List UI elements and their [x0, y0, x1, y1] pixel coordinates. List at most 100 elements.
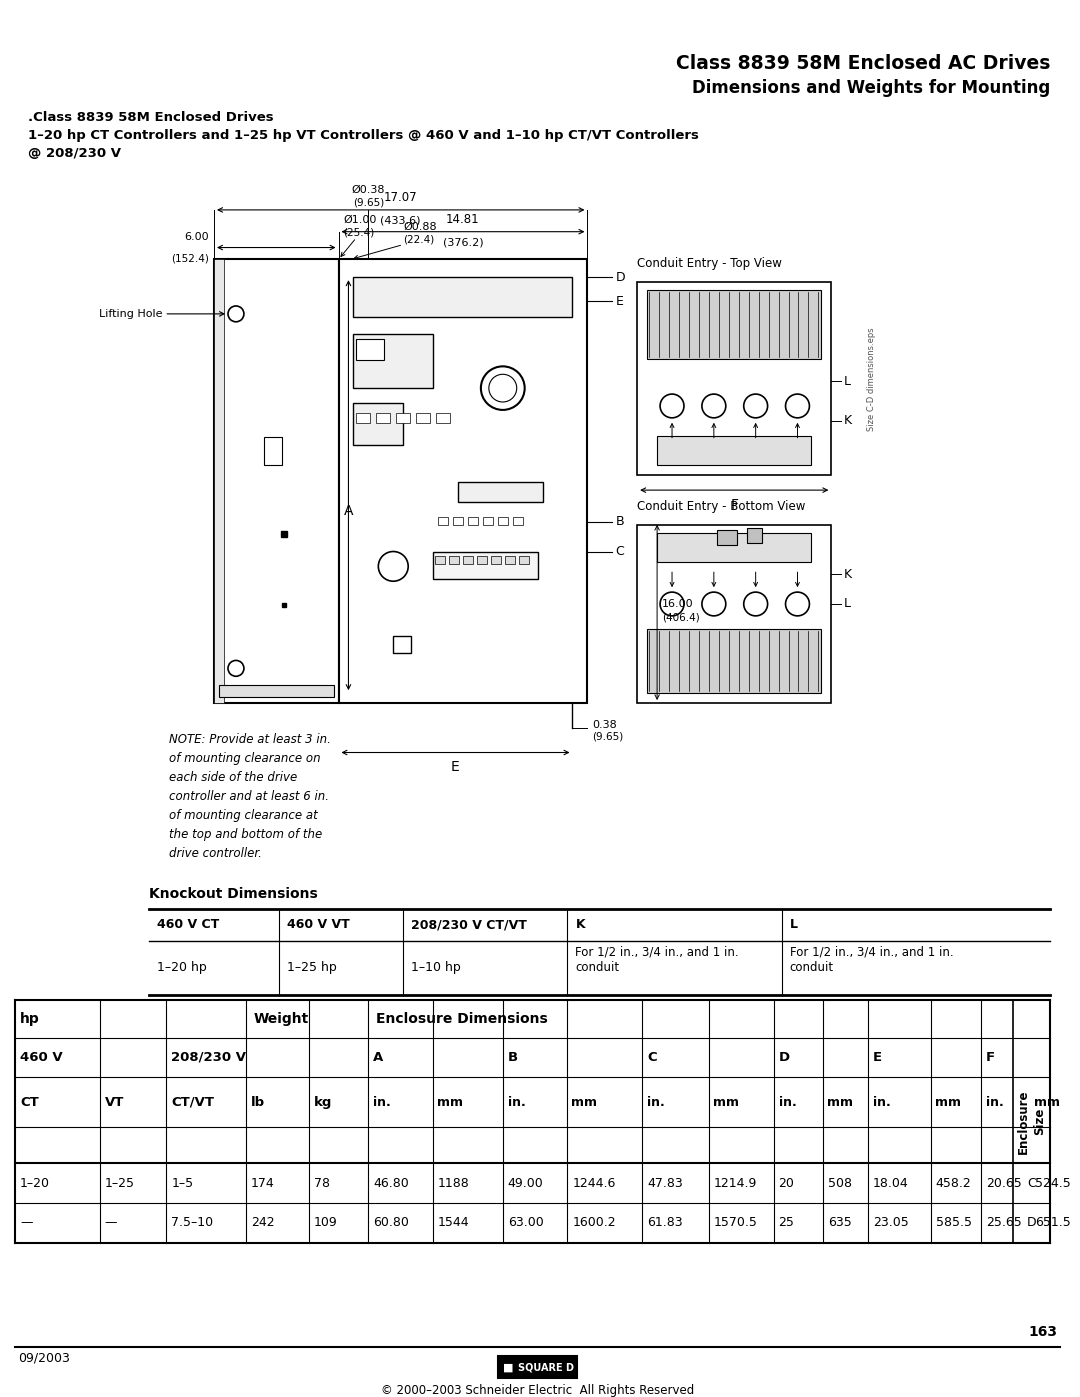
- Text: (433.6): (433.6): [380, 217, 421, 226]
- Text: 1544: 1544: [438, 1217, 470, 1229]
- Text: in.: in.: [508, 1095, 526, 1109]
- Text: F: F: [730, 499, 739, 513]
- Text: Size C-D dimensions.eps: Size C-D dimensions.eps: [866, 327, 876, 430]
- Text: 09/2003: 09/2003: [18, 1351, 70, 1365]
- Text: 20.65: 20.65: [986, 1176, 1022, 1190]
- Text: 1214.9: 1214.9: [714, 1176, 757, 1190]
- Text: —: —: [19, 1217, 32, 1229]
- Bar: [458, 482, 542, 502]
- Text: 635: 635: [828, 1217, 852, 1229]
- Text: in.: in.: [986, 1095, 1003, 1109]
- Text: 460 V: 460 V: [19, 1051, 63, 1065]
- Bar: [468, 517, 477, 525]
- Text: (152.4): (152.4): [172, 253, 210, 264]
- Text: 18.04: 18.04: [873, 1176, 909, 1190]
- Bar: [453, 517, 463, 525]
- Text: 47.83: 47.83: [647, 1176, 683, 1190]
- Text: For 1/2 in., 3/4 in., and 1 in.
conduit: For 1/2 in., 3/4 in., and 1 in. conduit: [576, 946, 739, 974]
- Text: C: C: [1027, 1176, 1036, 1190]
- Text: 1–20 hp CT Controllers and 1–25 hp VT Controllers @ 460 V and 1–10 hp CT/VT Cont: 1–20 hp CT Controllers and 1–25 hp VT Co…: [28, 129, 699, 141]
- Text: 1244.6: 1244.6: [572, 1176, 616, 1190]
- Text: VT: VT: [105, 1095, 124, 1109]
- Text: .Class 8839 58M Enclosed Drives: .Class 8839 58M Enclosed Drives: [28, 110, 273, 124]
- Text: Enclosure Dimensions: Enclosure Dimensions: [376, 1011, 548, 1025]
- Text: (376.2): (376.2): [443, 237, 483, 247]
- Text: Ø0.38: Ø0.38: [352, 184, 386, 196]
- Bar: [356, 338, 384, 360]
- Text: For 1/2 in., 3/4 in., and 1 in.
conduit: For 1/2 in., 3/4 in., and 1 in. conduit: [789, 946, 954, 974]
- Text: 1600.2: 1600.2: [572, 1217, 616, 1229]
- Bar: [393, 636, 411, 654]
- Bar: [353, 277, 572, 317]
- Text: 0.38: 0.38: [593, 719, 617, 729]
- Text: 63.00: 63.00: [508, 1217, 543, 1229]
- Text: 1–10 hp: 1–10 hp: [411, 961, 461, 974]
- Bar: [498, 517, 508, 525]
- Text: 585.5: 585.5: [936, 1217, 972, 1229]
- Bar: [637, 282, 832, 475]
- Text: F: F: [986, 1051, 995, 1065]
- Text: 651.5: 651.5: [1036, 1217, 1071, 1229]
- Text: 1–20: 1–20: [19, 1176, 50, 1190]
- Text: 460 V VT: 460 V VT: [286, 918, 350, 932]
- Bar: [264, 437, 282, 465]
- Text: mm: mm: [571, 1095, 597, 1109]
- Bar: [657, 436, 811, 465]
- Text: 458.2: 458.2: [936, 1176, 972, 1190]
- Text: 25: 25: [779, 1217, 795, 1229]
- Bar: [504, 556, 515, 564]
- Text: K: K: [576, 918, 585, 932]
- Text: 7.5–10: 7.5–10: [172, 1217, 214, 1229]
- Text: Knockout Dimensions: Knockout Dimensions: [149, 887, 319, 901]
- Text: C: C: [616, 545, 624, 557]
- Bar: [214, 260, 224, 703]
- Text: E: E: [616, 295, 623, 307]
- Text: Weight: Weight: [254, 1011, 309, 1025]
- Text: lb: lb: [251, 1095, 265, 1109]
- Text: in.: in.: [374, 1095, 391, 1109]
- Bar: [214, 260, 338, 703]
- Bar: [449, 556, 459, 564]
- Text: 1–25 hp: 1–25 hp: [286, 961, 337, 974]
- Bar: [490, 556, 501, 564]
- Bar: [356, 414, 370, 423]
- Text: 60.80: 60.80: [374, 1217, 409, 1229]
- Bar: [396, 414, 410, 423]
- Text: 208/230 V: 208/230 V: [172, 1051, 246, 1065]
- Bar: [436, 414, 450, 423]
- Text: E: E: [873, 1051, 882, 1065]
- Text: 14.81: 14.81: [446, 212, 480, 226]
- Text: D: D: [779, 1051, 789, 1065]
- Text: C: C: [647, 1051, 657, 1065]
- Bar: [746, 528, 761, 542]
- Text: 109: 109: [313, 1217, 337, 1229]
- Text: A: A: [343, 504, 353, 518]
- Text: in.: in.: [873, 1095, 891, 1109]
- Bar: [353, 402, 403, 444]
- Text: kg: kg: [313, 1095, 332, 1109]
- Text: hp: hp: [19, 1011, 40, 1025]
- Text: Ø1.00: Ø1.00: [343, 215, 377, 225]
- Text: 242: 242: [251, 1217, 274, 1229]
- Text: 6.00: 6.00: [185, 232, 210, 242]
- Text: in.: in.: [779, 1095, 796, 1109]
- Text: 16.00: 16.00: [662, 599, 693, 609]
- Text: (9.65): (9.65): [593, 732, 623, 742]
- Text: K: K: [843, 415, 851, 427]
- Text: Ø0.88: Ø0.88: [403, 222, 436, 232]
- Text: Conduit Entry - Bottom View: Conduit Entry - Bottom View: [637, 500, 806, 513]
- Text: 46.80: 46.80: [374, 1176, 409, 1190]
- Text: 17.07: 17.07: [383, 191, 418, 204]
- Text: (9.65): (9.65): [353, 198, 384, 208]
- Text: mm: mm: [1035, 1095, 1061, 1109]
- Text: Class 8839 58M Enclosed AC Drives: Class 8839 58M Enclosed AC Drives: [676, 54, 1051, 74]
- Bar: [376, 414, 390, 423]
- Text: 78: 78: [313, 1176, 329, 1190]
- Bar: [647, 291, 822, 359]
- Text: B: B: [616, 515, 624, 528]
- Bar: [717, 529, 737, 545]
- Text: SQUARE D: SQUARE D: [517, 1362, 573, 1372]
- Text: (406.4): (406.4): [662, 612, 700, 622]
- Text: 1188: 1188: [438, 1176, 470, 1190]
- Text: 61.83: 61.83: [647, 1217, 683, 1229]
